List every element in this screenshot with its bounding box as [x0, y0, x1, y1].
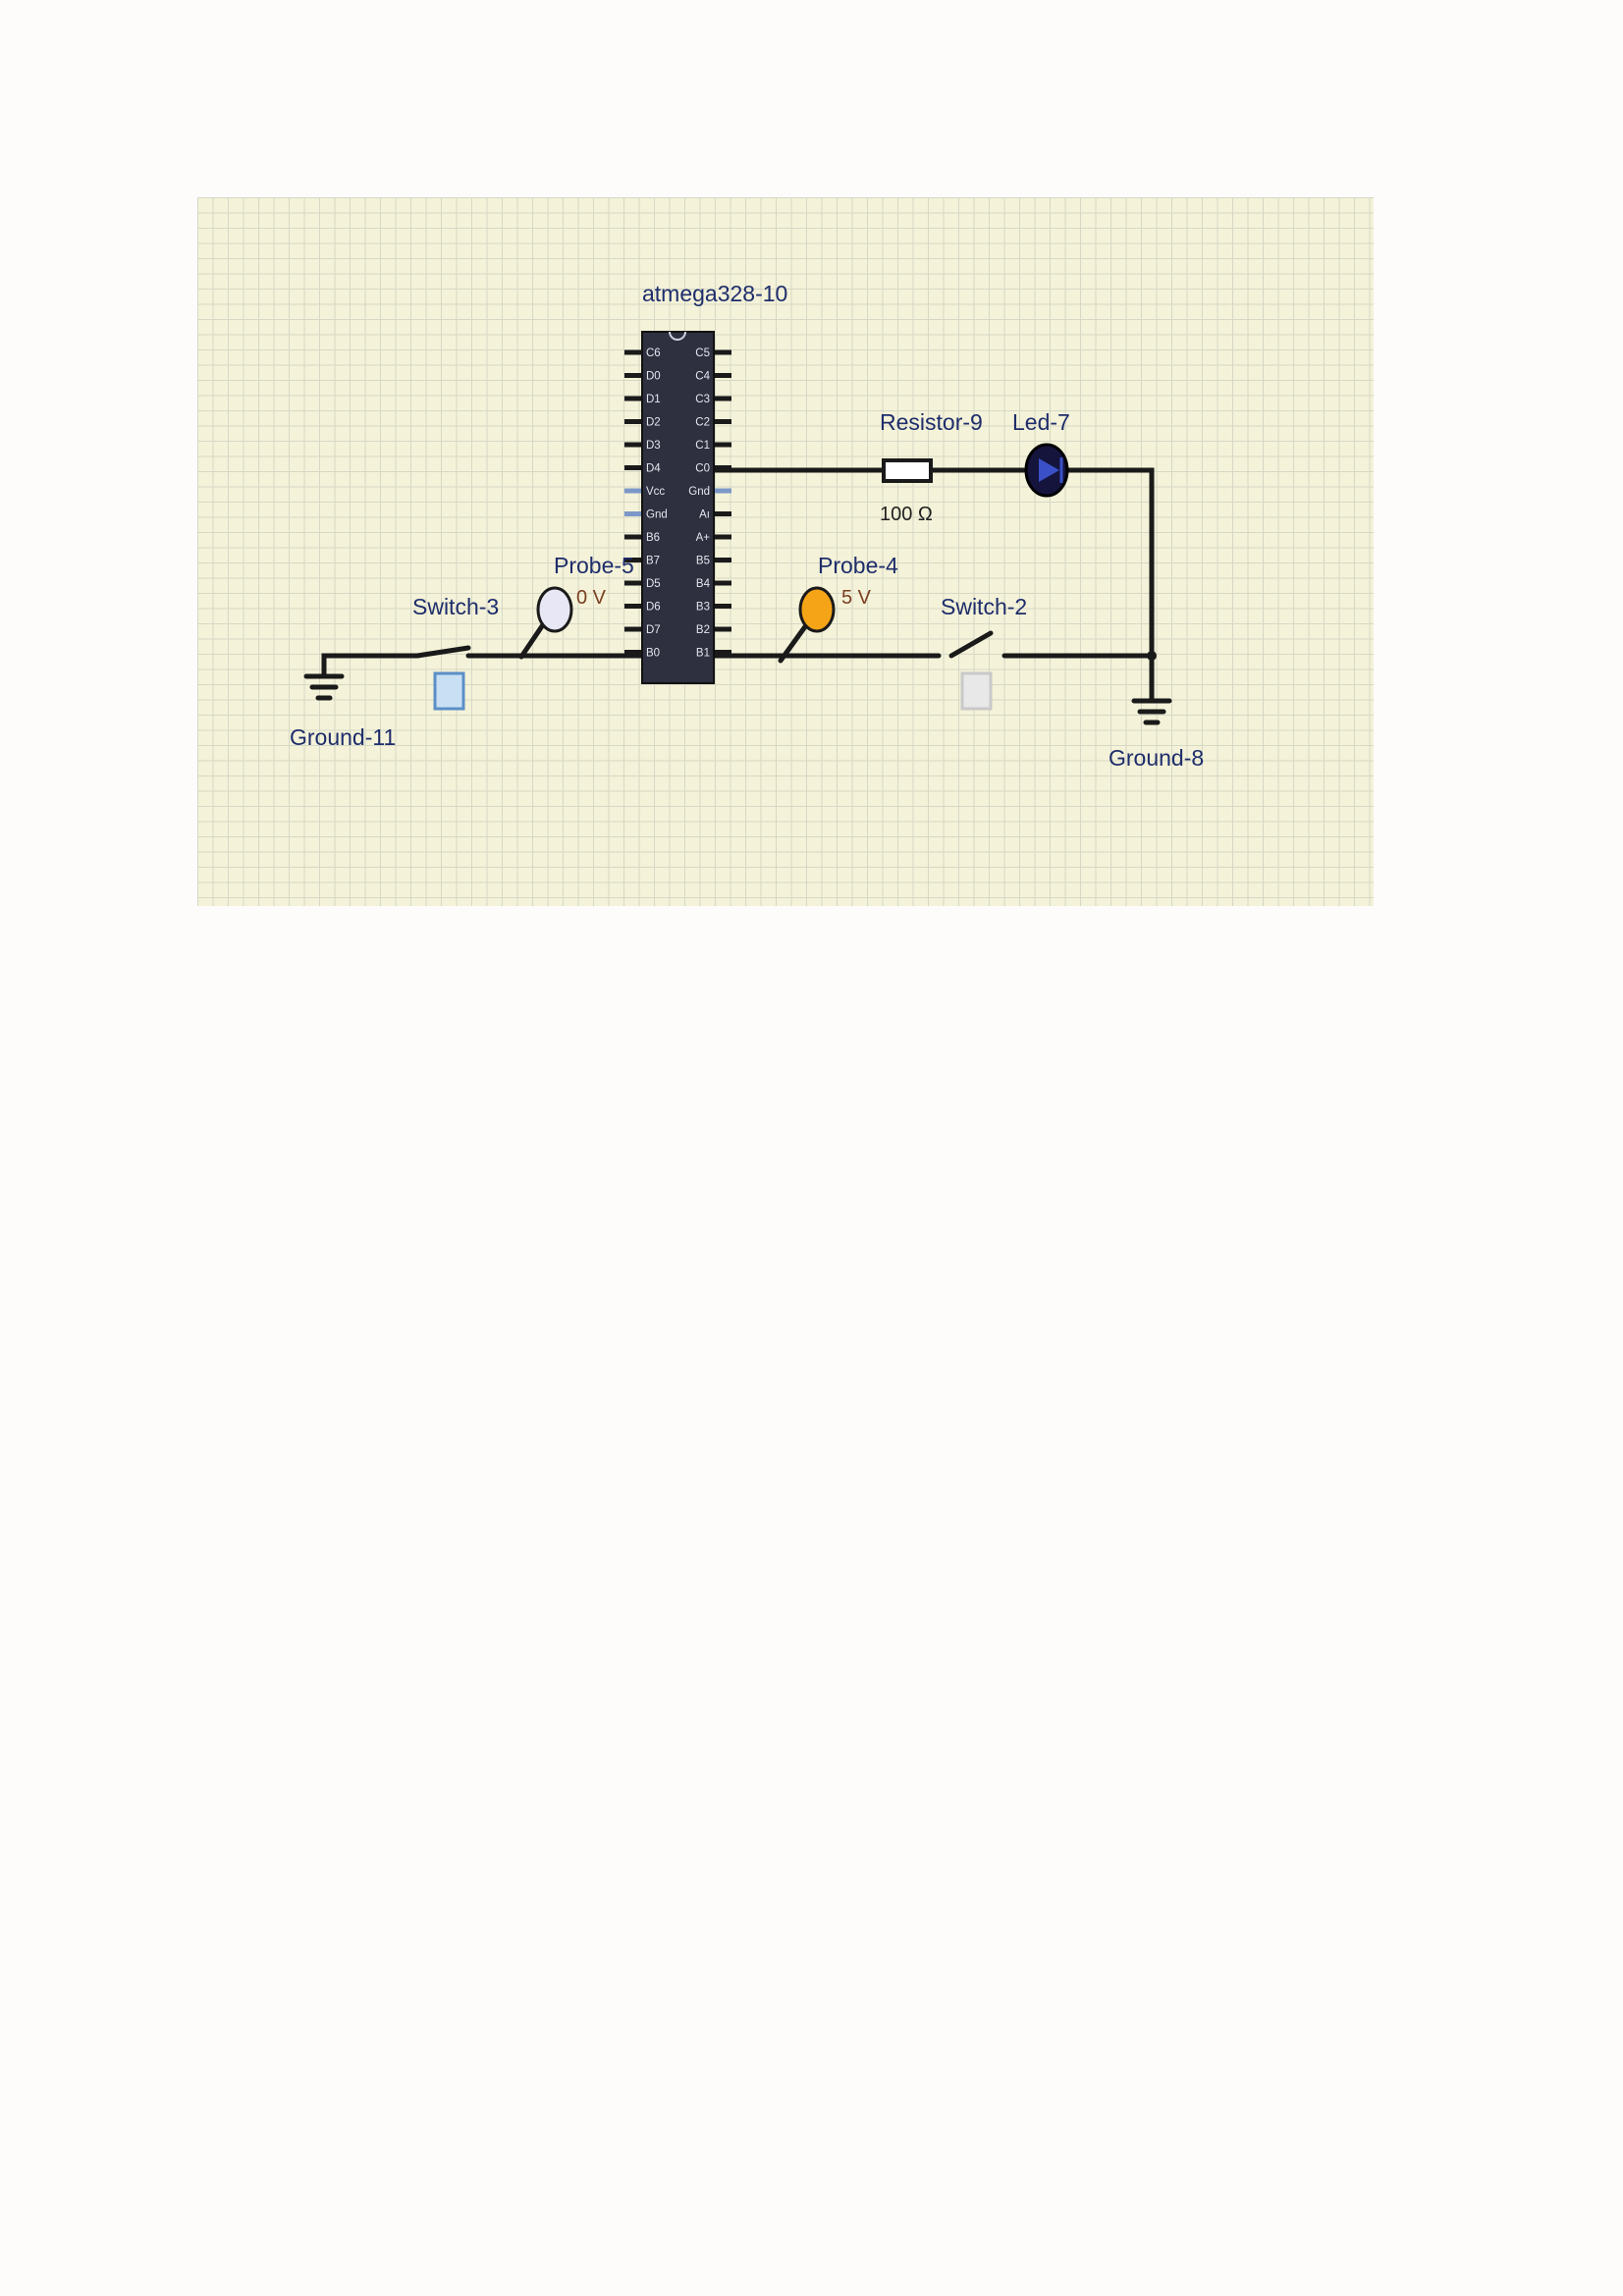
- pin-label-left-13: B0: [646, 648, 660, 660]
- ground-8-label: Ground-8: [1109, 745, 1204, 771]
- pin-label-left-10: D5: [646, 578, 661, 590]
- pin-label-right-11: B3: [696, 602, 710, 614]
- pin-label-left-12: D7: [646, 624, 661, 636]
- pin-label-left-4: D3: [646, 440, 661, 452]
- probe-5[interactable]: Probe-5 0 V: [518, 553, 634, 660]
- schematic-canvas: atmega328-10 C6 D0 D1 D2 D3 D4 Vcc Gnd B6 B7 D5 D6 D…: [197, 197, 1374, 906]
- junction-node: [1147, 651, 1157, 661]
- resistor-9[interactable]: Resistor-9 100 Ω: [880, 409, 983, 525]
- pin-label-left-5: D4: [646, 463, 661, 475]
- switch-3-toggle-button[interactable]: [433, 671, 465, 711]
- pin-label-right-7: Aı: [699, 509, 710, 521]
- chip-label: atmega328-10: [642, 281, 787, 306]
- switch-3-blade: [414, 645, 471, 659]
- chip-notch: [669, 331, 686, 341]
- probe-5-head: [536, 586, 573, 633]
- pin-label-left-0: C6: [646, 347, 661, 359]
- pin-label-left-6: Vcc: [646, 486, 665, 498]
- wires: [321, 467, 1155, 702]
- led-7[interactable]: Led-7: [1012, 409, 1070, 498]
- pin-label-right-3: C2: [695, 417, 710, 429]
- pin-label-right-8: A+: [696, 532, 711, 544]
- resistor-value: 100 Ω: [880, 504, 933, 525]
- pin-label-right-4: C1: [695, 440, 710, 452]
- probe-5-label: Probe-5: [554, 553, 634, 578]
- pin-label-left-8: B6: [646, 532, 660, 544]
- chip-pin-labels: C6 D0 D1 D2 D3 D4 Vcc Gnd B6 B7 D5 D6 D7 B0 C5 C4 C3 C2 C1…: [646, 347, 711, 660]
- ground-11-icon: [303, 673, 345, 701]
- probe-5-value: 0 V: [576, 587, 607, 609]
- wire-ground-left-to-switch-3: [321, 653, 420, 660]
- chip-body: [641, 331, 715, 684]
- resistor-body: [882, 458, 933, 483]
- chip-pins: [624, 349, 731, 655]
- pin-label-left-2: D1: [646, 394, 661, 405]
- pin-label-right-0: C5: [695, 347, 710, 359]
- pin-label-left-9: B7: [646, 556, 660, 567]
- probe-4[interactable]: Probe-4 5 V: [778, 553, 898, 664]
- pin-label-left-1: D0: [646, 371, 661, 383]
- pin-label-right-5: C0: [695, 463, 710, 475]
- switch-2-blade: [948, 630, 994, 659]
- pin-label-left-3: D2: [646, 417, 661, 429]
- ground-11-label: Ground-11: [290, 724, 396, 750]
- led-triangle-icon: [1039, 458, 1059, 482]
- switch-2[interactable]: Switch-2: [941, 594, 1027, 711]
- pin-label-right-1: C4: [695, 371, 710, 383]
- ground-8[interactable]: Ground-8: [1109, 698, 1204, 771]
- pin-label-right-6: Gnd: [688, 486, 710, 498]
- pin-label-right-13: B1: [696, 648, 710, 660]
- pin-label-right-2: C3: [695, 394, 710, 405]
- pin-label-right-12: B2: [696, 624, 710, 636]
- probe-4-value: 5 V: [841, 587, 872, 609]
- switch-2-label: Switch-2: [941, 594, 1027, 619]
- circuit-diagram: atmega328-10 C6 D0 D1 D2 D3 D4 Vcc Gnd B6 B7 D5 D6 D…: [290, 281, 1204, 771]
- ground-11[interactable]: Ground-11: [290, 673, 396, 750]
- switch-3[interactable]: Switch-3: [412, 594, 499, 711]
- wire-led-to-ground-right: [1064, 467, 1155, 659]
- ground-8-icon: [1131, 698, 1172, 725]
- probe-4-stem: [778, 622, 809, 664]
- pin-label-right-10: B4: [696, 578, 711, 590]
- probe-5-stem: [518, 620, 547, 660]
- resistor-label: Resistor-9: [880, 409, 983, 435]
- switch-3-label: Switch-3: [412, 594, 499, 619]
- probe-4-label: Probe-4: [818, 553, 898, 578]
- atmega328-chip[interactable]: atmega328-10 C6 D0 D1 D2 D3 D4 Vcc Gnd B6 B7 D5 D6 D…: [624, 281, 787, 684]
- pin-label-right-9: B5: [696, 556, 710, 567]
- led-label: Led-7: [1012, 409, 1070, 435]
- probe-4-head: [798, 586, 836, 633]
- switch-2-toggle-button[interactable]: [960, 671, 993, 711]
- pin-label-left-11: D6: [646, 602, 661, 614]
- pin-label-left-7: Gnd: [646, 509, 668, 521]
